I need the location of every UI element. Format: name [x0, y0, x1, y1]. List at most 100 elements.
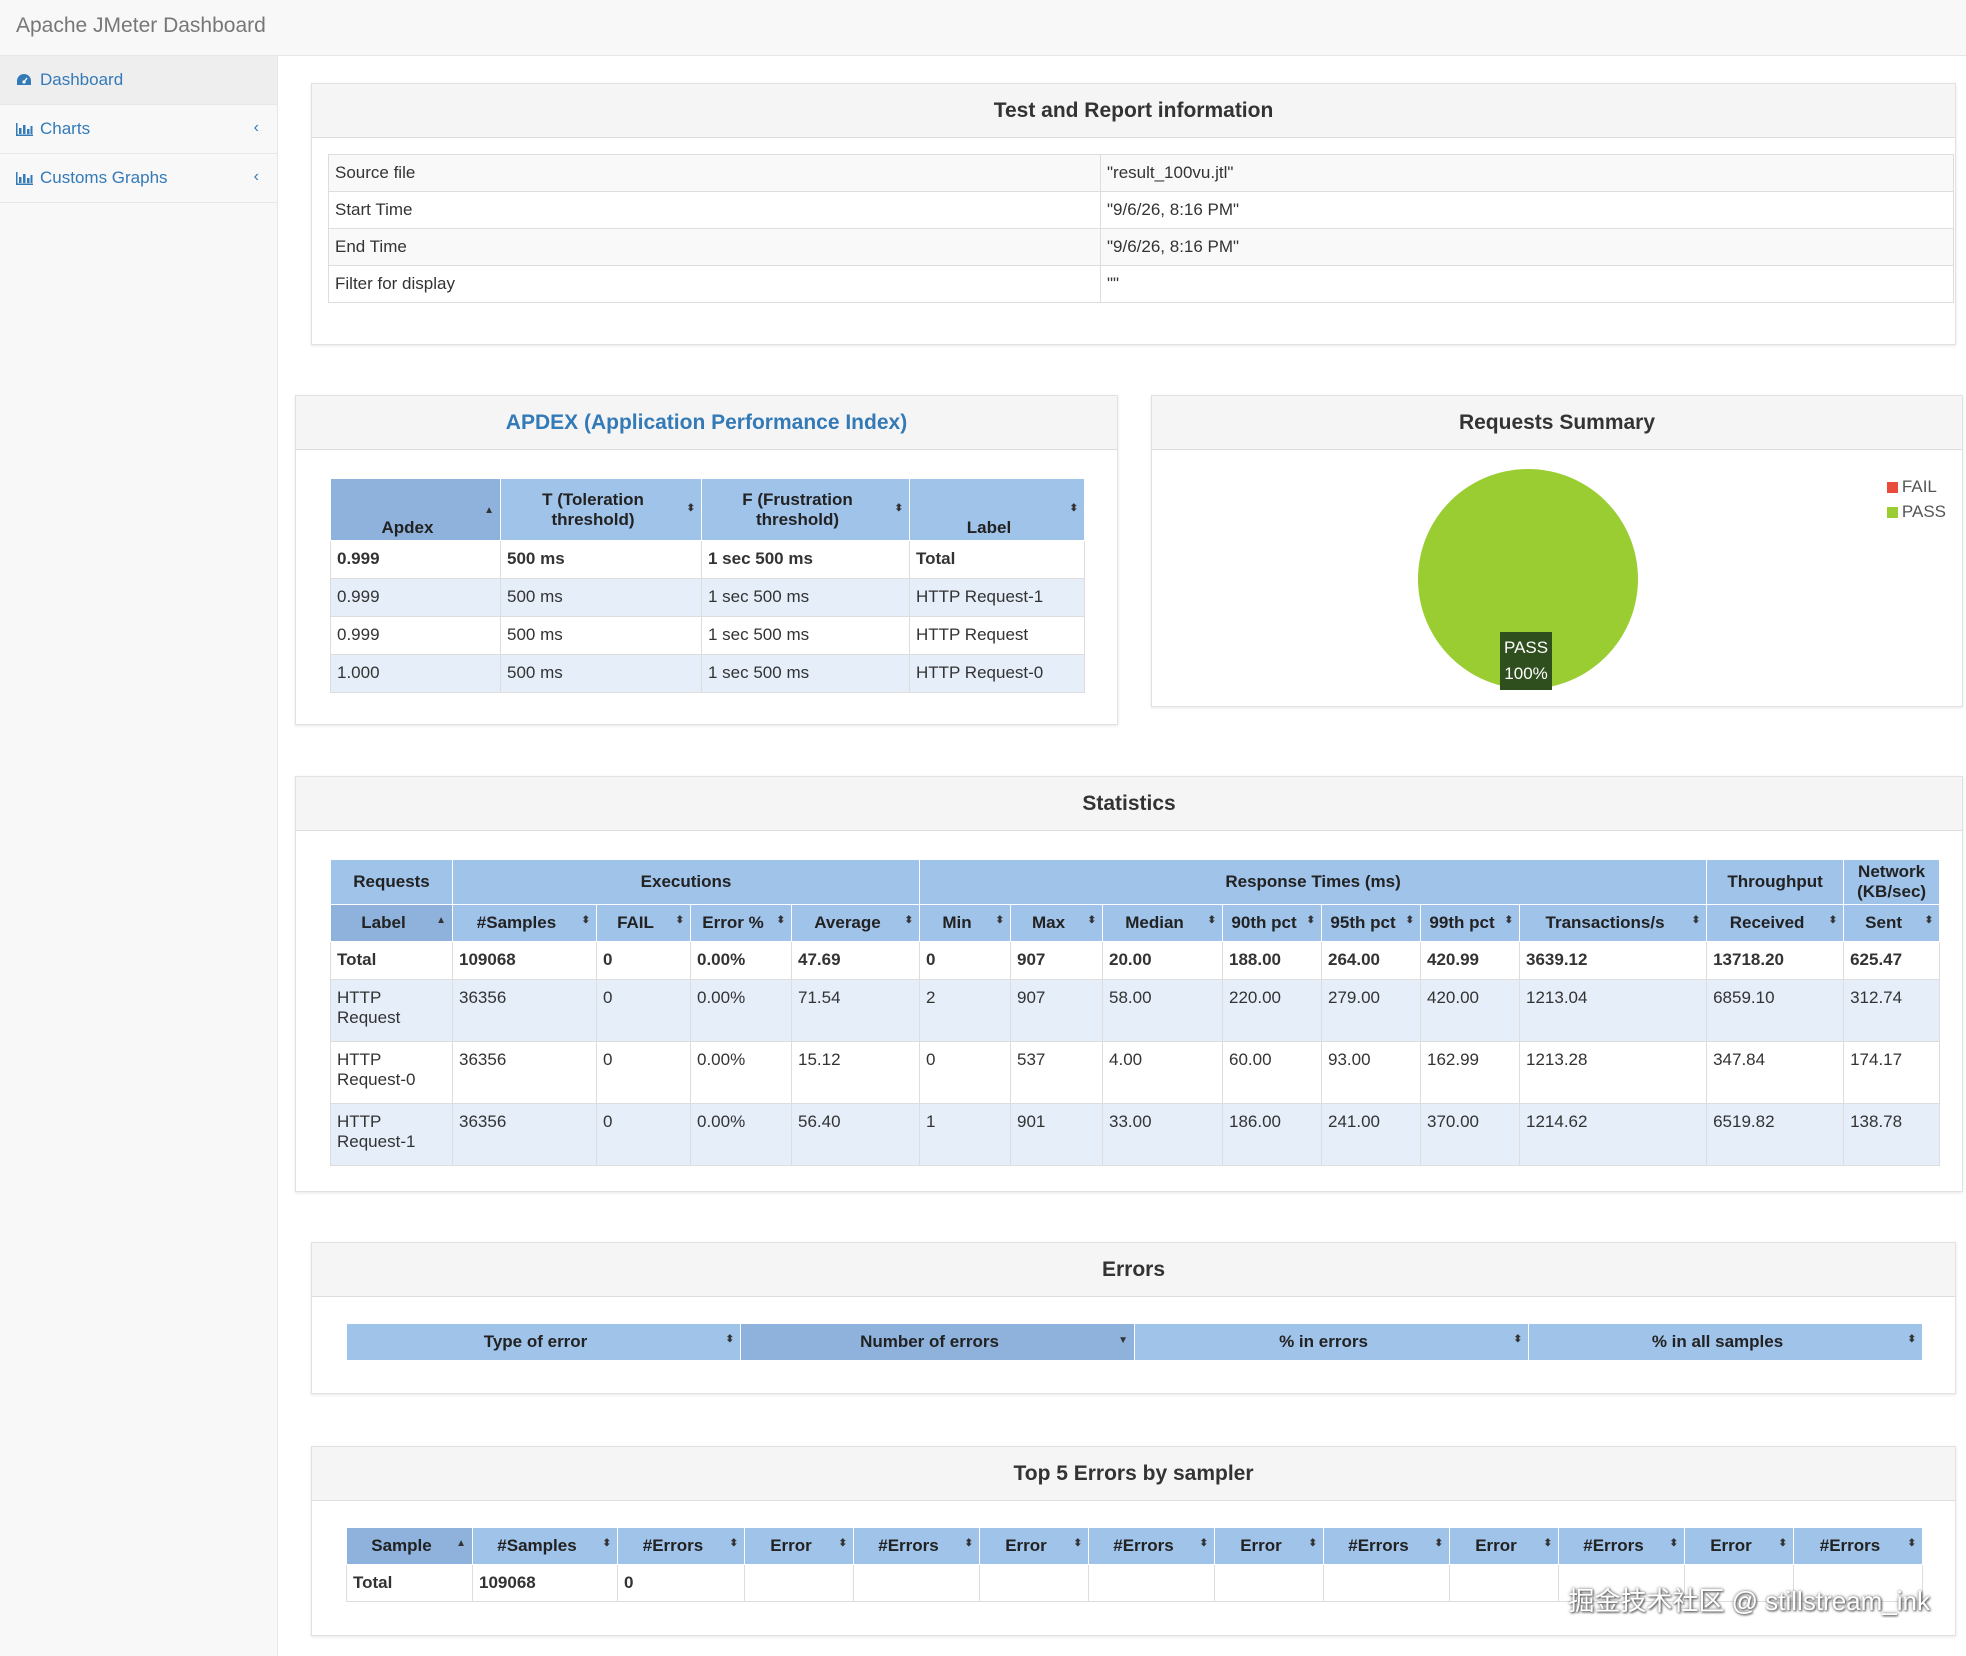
cell: 1214.62: [1519, 1103, 1708, 1166]
sort-icon: ⬍: [1907, 1538, 1916, 1549]
column-header-received[interactable]: Received ⬍: [1706, 904, 1845, 942]
cell: 0: [596, 941, 691, 980]
column-header-top5[interactable]: Error ⬍: [1449, 1527, 1559, 1565]
column-header-error-pct[interactable]: Error % ⬍: [690, 904, 792, 942]
cell: [1684, 1564, 1794, 1602]
cell: 0: [617, 1564, 745, 1602]
sort-icon: ⬍: [1691, 915, 1701, 926]
column-header-95th[interactable]: 95th pct ⬍: [1321, 904, 1422, 942]
sort-icon: ⬍: [1306, 915, 1316, 926]
sidebar-item-charts[interactable]: Charts ‹: [0, 105, 277, 154]
cell: Total: [346, 1564, 473, 1602]
column-header-top5[interactable]: Error ⬍: [1684, 1527, 1794, 1565]
sidebar-item-label: Dashboard: [40, 70, 124, 89]
legend-item-fail[interactable]: FAIL: [1886, 474, 1946, 499]
column-header-top5[interactable]: #Errors ⬍: [1558, 1527, 1685, 1565]
panel-title: Test and Report information: [312, 84, 1955, 138]
column-header-top5[interactable]: #Errors ⬍: [1088, 1527, 1215, 1565]
cell: 2: [919, 979, 1012, 1042]
cell: [979, 1564, 1089, 1602]
table-row: HTTP Request 36356 0 0.00% 71.54 2 907 58.00 220…: [330, 979, 1941, 1042]
column-header-top5[interactable]: #Errors ⬍: [617, 1527, 745, 1565]
cell: 1 sec 500 ms: [701, 578, 910, 617]
legend-swatch: [1886, 482, 1898, 494]
cell: 36356: [452, 1041, 597, 1104]
column-header-top5[interactable]: Error ⬍: [979, 1527, 1089, 1565]
app-title[interactable]: Apache JMeter Dashboard: [16, 14, 266, 37]
pie-slice-pass[interactable]: [1418, 469, 1638, 689]
chevron-left-icon[interactable]: ‹: [253, 168, 259, 185]
column-header-samples[interactable]: #Samples ⬍: [452, 904, 597, 942]
top5-errors-panel: Top 5 Errors by sampler Sample ▲ #Samples ⬍…: [311, 1446, 1956, 1636]
column-header-label[interactable]: Label ▲: [330, 904, 453, 942]
sidebar-item-dashboard[interactable]: Dashboard: [0, 56, 277, 105]
column-header-label[interactable]: Label ⬍: [909, 478, 1085, 541]
cell: 901: [1010, 1103, 1104, 1166]
sort-icon: ⬍: [904, 915, 914, 926]
panel-title: APDEX (Application Performance Index): [296, 396, 1117, 450]
info-value: "": [1100, 265, 1954, 303]
cell: 500 ms: [500, 654, 702, 693]
column-header-top5[interactable]: #Errors ⬍: [853, 1527, 980, 1565]
column-header-top5[interactable]: #Samples ⬍: [472, 1527, 618, 1565]
cell: 3639.12: [1519, 941, 1708, 980]
sidebar-item-customs-graphs[interactable]: Customs Graphs ‹: [0, 154, 277, 203]
column-header-number-of-errors[interactable]: Number of errors ▼: [740, 1323, 1135, 1361]
cell: 500 ms: [500, 540, 702, 579]
cell: [1323, 1564, 1450, 1602]
cell: 0: [596, 979, 691, 1042]
cell: 6519.82: [1706, 1103, 1845, 1166]
sort-icon: ⬍: [1199, 1538, 1208, 1549]
panel-title: Statistics: [296, 777, 1962, 831]
sort-icon: ⬍: [1207, 915, 1217, 926]
cell: 241.00: [1321, 1103, 1422, 1166]
cell: 138.78: [1843, 1103, 1941, 1166]
cell: 15.12: [790, 1041, 921, 1104]
cell: 188.00: [1222, 941, 1323, 980]
column-header-fail[interactable]: FAIL ⬍: [596, 904, 691, 942]
bar-chart-icon: [16, 171, 34, 185]
column-header-max[interactable]: Max ⬍: [1010, 904, 1104, 942]
info-key: Start Time: [328, 191, 1101, 229]
column-header-min[interactable]: Min ⬍: [919, 904, 1012, 942]
cell: [853, 1564, 980, 1602]
column-header-f[interactable]: F (Frustration threshold) ⬍: [701, 478, 910, 541]
column-header-top5[interactable]: #Errors ⬍: [1323, 1527, 1450, 1565]
column-header-99th[interactable]: 99th pct ⬍: [1420, 904, 1521, 942]
group-header-response-times: Response Times (ms): [919, 859, 1708, 905]
cell: 220.00: [1222, 979, 1323, 1042]
info-value: "9/6/26, 8:16 PM": [1100, 191, 1954, 229]
column-header-top5[interactable]: #Errors ⬍: [1793, 1527, 1923, 1565]
column-header-pct-in-all-samples[interactable]: % in all samples ⬍: [1528, 1323, 1923, 1361]
top-navbar: Apache JMeter Dashboard: [0, 0, 1966, 56]
column-header-median[interactable]: Median ⬍: [1102, 904, 1224, 942]
cell: 33.00: [1102, 1103, 1224, 1166]
apdex-panel: APDEX (Application Performance Index) Ap…: [295, 395, 1118, 725]
column-header-transactions[interactable]: Transactions/s ⬍: [1519, 904, 1708, 942]
cell: 186.00: [1222, 1103, 1323, 1166]
column-header-sent[interactable]: Sent ⬍: [1843, 904, 1941, 942]
table-row: 0.999 500 ms 1 sec 500 ms Total: [330, 540, 1085, 579]
column-header-top5[interactable]: Error ⬍: [744, 1527, 854, 1565]
sort-icon: ⬍: [1504, 915, 1514, 926]
column-header-top5[interactable]: Error ⬍: [1214, 1527, 1324, 1565]
column-header-average[interactable]: Average ⬍: [790, 904, 921, 942]
chevron-left-icon[interactable]: ‹: [253, 119, 259, 136]
column-header-type-of-error[interactable]: Type of error ⬍: [346, 1323, 741, 1361]
column-header-apdex[interactable]: Apdex ▲: [330, 478, 501, 541]
cell: 93.00: [1321, 1041, 1422, 1104]
column-header-pct-in-errors[interactable]: % in errors ⬍: [1134, 1323, 1529, 1361]
cell: Total: [909, 540, 1085, 579]
sort-icon: ⬍: [1924, 915, 1934, 926]
column-header-t[interactable]: T (Toleration threshold) ⬍: [500, 478, 702, 541]
statistics-table: Requests Executions Response Times (ms) …: [330, 859, 1941, 1166]
column-header-90th[interactable]: 90th pct ⬍: [1222, 904, 1323, 942]
cell: 56.40: [790, 1103, 921, 1166]
sort-icon: ⬍: [686, 503, 695, 514]
legend-item-pass[interactable]: PASS: [1886, 499, 1946, 524]
cell: [1558, 1564, 1685, 1602]
column-header-top5[interactable]: Sample ▲: [346, 1527, 473, 1565]
cell: HTTP Request: [330, 979, 453, 1042]
cell: 162.99: [1420, 1041, 1521, 1104]
info-value: "result_100vu.jtl": [1100, 154, 1954, 192]
